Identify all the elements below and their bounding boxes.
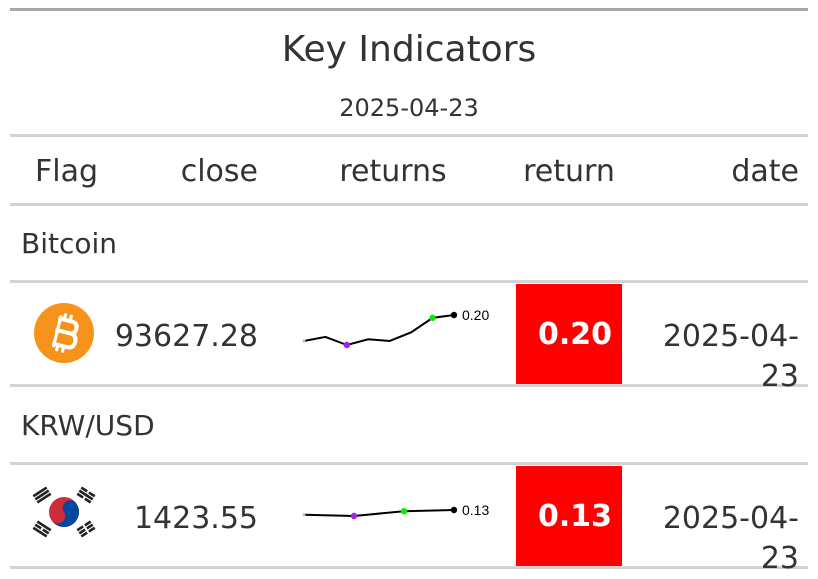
header-top-rule bbox=[10, 134, 808, 137]
sparkline-start-point bbox=[302, 339, 306, 343]
sparkline-end-label: 0.20 bbox=[462, 307, 489, 323]
group-rule-krw bbox=[10, 462, 808, 465]
sparkline-end-point bbox=[450, 506, 458, 514]
sparkline-min-point bbox=[350, 512, 358, 520]
group-label-bitcoin: Bitcoin bbox=[21, 227, 118, 260]
column-header-returns: returns bbox=[339, 154, 447, 189]
returns-sparkline-bitcoin: 0.20 bbox=[302, 307, 489, 349]
sparkline-path bbox=[303, 314, 455, 347]
sparkline-path bbox=[303, 509, 455, 518]
group-label-krw-usd: KRW/USD bbox=[21, 409, 155, 442]
column-header-flag: Flag bbox=[35, 154, 99, 189]
sparkline-min-point bbox=[343, 341, 351, 349]
sparkline-max-point bbox=[400, 508, 408, 515]
south-korea-flag-icon bbox=[30, 484, 98, 540]
return-value-bitcoin: 0.20 bbox=[516, 284, 622, 384]
column-header-close: close bbox=[180, 154, 258, 189]
table-title: Key Indicators bbox=[281, 29, 537, 70]
sparkline-start-point bbox=[302, 513, 306, 517]
column-header-return: return bbox=[523, 154, 615, 189]
table-top-rule bbox=[10, 8, 808, 11]
header-bottom-rule bbox=[10, 203, 808, 206]
sparkline-end-point bbox=[450, 311, 458, 319]
sparkline-end-label: 0.13 bbox=[462, 502, 489, 518]
return-value-krw-usd: 0.13 bbox=[516, 466, 622, 566]
date-value-krw-usd: 2025-04-23 bbox=[662, 501, 799, 576]
group-rule-bitcoin bbox=[10, 280, 808, 283]
sparkline-max-point bbox=[429, 314, 436, 322]
table-bottom-rule bbox=[10, 566, 808, 569]
close-value-bitcoin: 93627.28 bbox=[114, 319, 258, 354]
table-subtitle: 2025-04-23 bbox=[339, 94, 479, 122]
row-rule-bitcoin bbox=[10, 384, 808, 387]
bitcoin-icon bbox=[34, 303, 94, 363]
date-value-bitcoin: 2025-04-23 bbox=[662, 319, 799, 394]
column-header-date: date bbox=[731, 154, 799, 189]
returns-sparkline-krw-usd: 0.13 bbox=[302, 502, 489, 520]
close-value-krw-usd: 1423.55 bbox=[133, 501, 258, 536]
